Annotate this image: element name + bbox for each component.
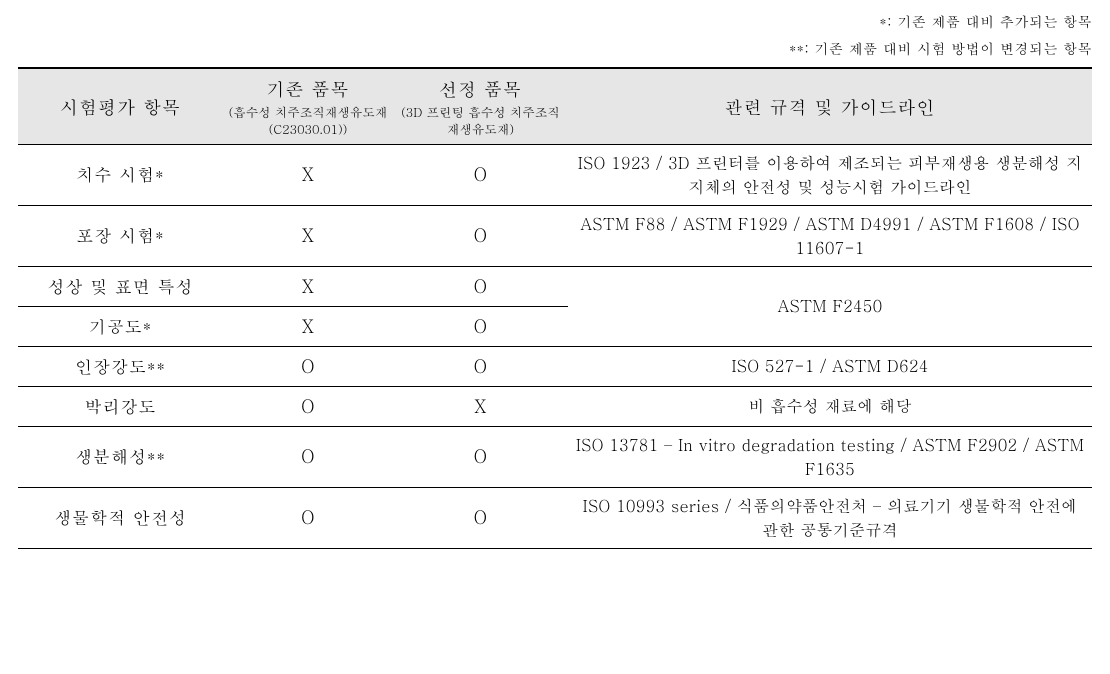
cell-label: 박리강도 xyxy=(18,386,223,426)
cell-selected: O xyxy=(393,306,568,346)
cell-standard: ISO 527-1 / ASTM D624 xyxy=(568,346,1092,386)
cell-standard-merged: ASTM F2450 xyxy=(568,266,1092,346)
cell-selected: O xyxy=(393,144,568,205)
table-row: 생분해성** O O ISO 13781 – In vitro degradat… xyxy=(18,426,1092,487)
header-existing-sub: (흡수성 치주조직재생유도재 (C23030.01)) xyxy=(227,104,389,138)
cell-standard: ASTM F88 / ASTM F1929 / ASTM D4991 / AST… xyxy=(568,205,1092,266)
table-row: 성상 및 표면 특성 X O ASTM F2450 xyxy=(18,266,1092,306)
cell-existing: O xyxy=(223,346,393,386)
cell-label: 치수 시험* xyxy=(18,144,223,205)
cell-existing: X xyxy=(223,205,393,266)
header-selected: 선정 품목 (3D 프린팅 흡수성 치주조직재생유도재) xyxy=(393,68,568,144)
table-body: 치수 시험* X O ISO 1923 / 3D 프린터를 이용하여 제조되는 … xyxy=(18,144,1092,548)
footnotes: *: 기존 제품 대비 추가되는 항목 **: 기존 제품 대비 시험 방법이 … xyxy=(18,8,1092,61)
cell-standard: 비 흡수성 재료에 해당 xyxy=(568,386,1092,426)
cell-label: 생분해성** xyxy=(18,426,223,487)
cell-standard: ISO 1923 / 3D 프린터를 이용하여 제조되는 피부재생용 생분해성 … xyxy=(568,144,1092,205)
cell-selected: X xyxy=(393,386,568,426)
cell-selected: O xyxy=(393,487,568,548)
cell-existing: O xyxy=(223,386,393,426)
header-standards: 관련 규격 및 가이드라인 xyxy=(568,68,1092,144)
cell-label: 인장강도** xyxy=(18,346,223,386)
cell-selected: O xyxy=(393,346,568,386)
cell-existing: X xyxy=(223,266,393,306)
table-row: 박리강도 O X 비 흡수성 재료에 해당 xyxy=(18,386,1092,426)
cell-existing: O xyxy=(223,487,393,548)
cell-selected: O xyxy=(393,205,568,266)
header-existing: 기존 품목 (흡수성 치주조직재생유도재 (C23030.01)) xyxy=(223,68,393,144)
cell-existing: X xyxy=(223,144,393,205)
footnote-2: **: 기존 제품 대비 시험 방법이 변경되는 항목 xyxy=(18,35,1092,62)
table-row: 포장 시험* X O ASTM F88 / ASTM F1929 / ASTM … xyxy=(18,205,1092,266)
cell-label: 포장 시험* xyxy=(18,205,223,266)
footnote-1: *: 기존 제품 대비 추가되는 항목 xyxy=(18,8,1092,35)
header-selected-sub: (3D 프린팅 흡수성 치주조직재생유도재) xyxy=(397,104,564,138)
cell-selected: O xyxy=(393,426,568,487)
table-row: 생물학적 안전성 O O ISO 10993 series / 식품의약품안전처… xyxy=(18,487,1092,548)
standards-table: 시험평가 항목 기존 품목 (흡수성 치주조직재생유도재 (C23030.01)… xyxy=(18,67,1092,549)
cell-label: 기공도* xyxy=(18,306,223,346)
cell-existing: X xyxy=(223,306,393,346)
cell-label: 성상 및 표면 특성 xyxy=(18,266,223,306)
table-row: 인장강도** O O ISO 527-1 / ASTM D624 xyxy=(18,346,1092,386)
header-test-item: 시험평가 항목 xyxy=(18,68,223,144)
header-selected-main: 선정 품목 xyxy=(439,77,522,102)
cell-standard: ISO 10993 series / 식품의약품안전처 – 의료기기 생물학적 … xyxy=(568,487,1092,548)
cell-existing: O xyxy=(223,426,393,487)
table-row: 치수 시험* X O ISO 1923 / 3D 프린터를 이용하여 제조되는 … xyxy=(18,144,1092,205)
table-header: 시험평가 항목 기존 품목 (흡수성 치주조직재생유도재 (C23030.01)… xyxy=(18,68,1092,144)
header-existing-main: 기존 품목 xyxy=(267,77,350,102)
cell-standard: ISO 13781 – In vitro degradation testing… xyxy=(568,426,1092,487)
cell-label: 생물학적 안전성 xyxy=(18,487,223,548)
cell-selected: O xyxy=(393,266,568,306)
